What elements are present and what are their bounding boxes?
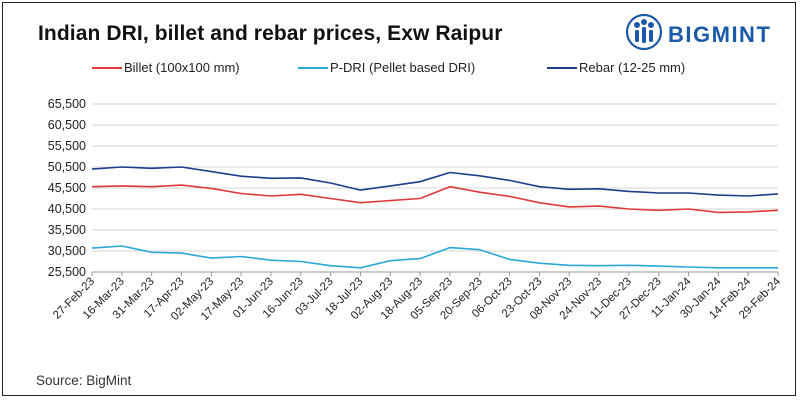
billet-line — [92, 185, 778, 212]
y-tick-label: 60,500 — [48, 118, 86, 132]
y-tick-label: 45,500 — [48, 181, 86, 195]
source-note: Source: BigMint — [36, 373, 131, 388]
y-tick-label: 25,500 — [48, 265, 86, 279]
series-lines — [92, 167, 778, 268]
rebar-line — [92, 167, 778, 196]
x-axis-ticks: 27-Feb-2316-Mar-2331-Mar-2317-Apr-2302-M… — [51, 272, 783, 323]
y-tick-label: 30,500 — [48, 244, 86, 258]
y-tick-label: 65,500 — [48, 97, 86, 111]
y-tick-label: 35,500 — [48, 223, 86, 237]
y-tick-label: 50,500 — [48, 160, 86, 174]
y-tick-label: 55,500 — [48, 139, 86, 153]
grid-lines — [92, 104, 778, 272]
pdri-line — [92, 246, 778, 268]
y-tick-label: 40,500 — [48, 202, 86, 216]
y-axis-ticks: 25,500 30,500 35,500 40,500 45,500 50,500 55,5… — [48, 97, 86, 279]
